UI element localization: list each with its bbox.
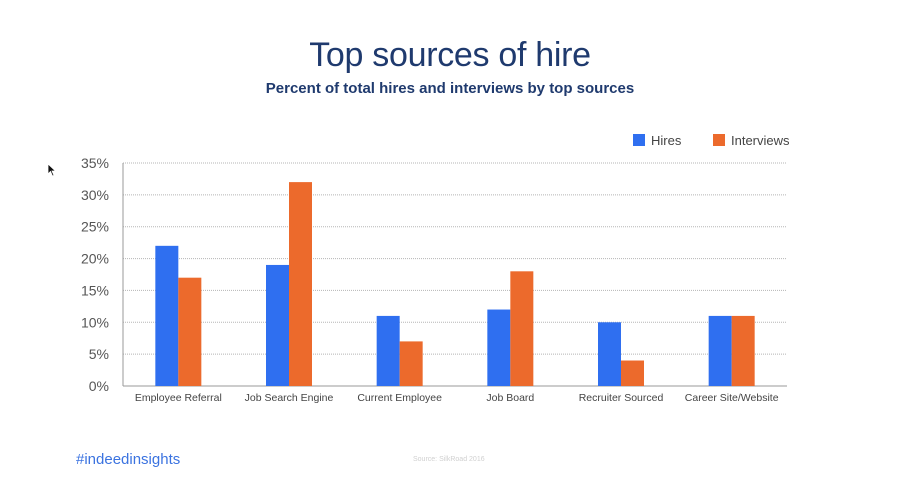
grid-lines [123,162,787,355]
y-tick-label: 20% [81,251,109,267]
mouse-cursor-icon [47,163,57,177]
bar-interviews [621,360,644,386]
bar-interviews [399,341,423,386]
y-tick-label: 35% [81,155,109,171]
legend-swatch [713,134,725,146]
bars [155,182,755,386]
x-tick-label: Job Search Engine [245,392,334,404]
legend-label: Interviews [731,133,790,148]
bar-hires [487,309,511,386]
axes [122,163,787,387]
y-tick-label: 15% [81,282,109,298]
bar-interviews [178,277,202,386]
tick-labels: 0% 5% 10% 15% 20% 25% 30% 35% Employee Referral J… [81,155,779,404]
bar-hires [598,322,621,386]
bar-hires [155,245,179,386]
x-tick-label: Current Employee [357,392,442,404]
source-note: Source: SilkRoad 2016 [413,456,485,463]
bar-interviews [510,271,534,386]
bar-interviews [289,182,312,386]
legend-label: Hires [651,133,682,148]
y-tick-label: 25% [81,219,109,235]
hashtag-label: #indeedinsights [76,451,181,468]
legend: Hires Interviews [633,133,790,148]
x-tick-label: Job Board [486,392,534,404]
legend-swatch [633,134,645,146]
bar-interviews [731,315,755,386]
y-tick-label: 5% [89,346,109,362]
x-tick-label: Employee Referral [135,392,222,404]
y-tick-label: 10% [81,314,109,330]
y-tick-label: 30% [81,187,109,203]
bar-hires [708,315,732,386]
chart-title: Top sources of hire [309,36,591,74]
chart-subtitle: Percent of total hires and interviews by… [265,80,635,97]
y-tick-label: 0% [89,378,109,394]
x-tick-label: Recruiter Sourced [579,392,664,404]
x-tick-label: Career Site/Website [685,392,779,404]
bar-hires [266,264,289,386]
bar-hires [376,315,400,386]
